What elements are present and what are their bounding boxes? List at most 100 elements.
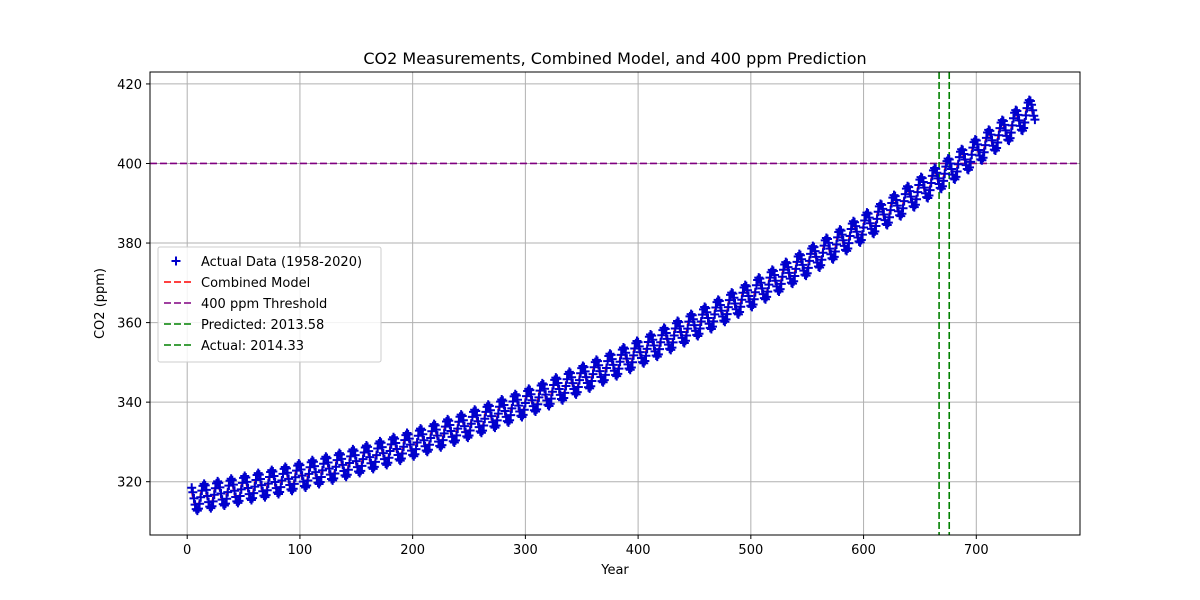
data-point-marker bbox=[696, 317, 706, 327]
data-point-marker bbox=[751, 280, 761, 290]
data-point-marker bbox=[234, 496, 244, 506]
data-point-marker bbox=[507, 403, 517, 413]
data-point-marker bbox=[227, 475, 237, 485]
data-point-marker bbox=[305, 462, 315, 472]
data-point-marker bbox=[1028, 105, 1038, 115]
data-point-marker bbox=[479, 420, 489, 430]
data-point-marker bbox=[687, 310, 697, 320]
data-point-marker bbox=[473, 416, 483, 426]
data-point-marker bbox=[260, 492, 270, 502]
data-point-marker bbox=[250, 482, 260, 492]
data-point-marker bbox=[215, 482, 225, 492]
data-point-marker bbox=[898, 203, 908, 213]
x-axis-label: Year bbox=[600, 563, 629, 578]
data-point-marker bbox=[979, 147, 989, 157]
data-point-marker bbox=[331, 462, 341, 472]
data-point-marker bbox=[278, 469, 288, 479]
data-point-marker bbox=[994, 130, 1004, 140]
data-point-marker bbox=[222, 494, 232, 504]
data-point-marker bbox=[775, 284, 785, 294]
data-point-marker bbox=[655, 344, 665, 354]
data-point-marker bbox=[765, 273, 775, 283]
data-point-marker bbox=[838, 235, 848, 245]
data-point-marker bbox=[702, 307, 712, 317]
data-point-marker bbox=[487, 411, 497, 421]
data-point-marker bbox=[993, 137, 1003, 147]
data-point-marker bbox=[308, 457, 318, 467]
data-point-marker bbox=[281, 463, 291, 473]
data-point-marker bbox=[446, 426, 456, 436]
data-point-marker bbox=[897, 209, 907, 219]
data-point-marker bbox=[600, 370, 610, 380]
data-point-marker bbox=[767, 265, 777, 275]
data-point-marker bbox=[330, 468, 340, 478]
data-point-marker bbox=[776, 279, 786, 289]
data-point-marker bbox=[511, 391, 521, 401]
data-point-marker bbox=[660, 324, 670, 334]
data-point-marker bbox=[554, 384, 564, 394]
chart-title: CO2 Measurements, Combined Model, and 40… bbox=[363, 49, 866, 68]
data-point-marker bbox=[621, 348, 631, 358]
data-point-marker bbox=[201, 485, 211, 495]
data-point-marker bbox=[709, 316, 719, 326]
data-point-marker bbox=[829, 252, 839, 262]
data-point-marker bbox=[541, 390, 551, 400]
data-point-marker bbox=[594, 360, 604, 370]
data-point-marker bbox=[1030, 115, 1040, 125]
data-point-marker bbox=[348, 444, 358, 454]
x-tick-label: 300 bbox=[513, 543, 538, 558]
data-point-marker bbox=[216, 488, 226, 498]
data-point-marker bbox=[280, 462, 290, 472]
data-point-marker bbox=[886, 205, 896, 215]
data-point-marker bbox=[856, 235, 866, 245]
data-point-marker bbox=[635, 347, 645, 357]
data-point-marker bbox=[878, 204, 888, 214]
data-point-marker bbox=[756, 278, 766, 288]
data-point-marker bbox=[579, 362, 589, 372]
data-point-marker bbox=[782, 258, 792, 268]
data-point-marker bbox=[723, 302, 733, 312]
data-point-marker bbox=[267, 465, 277, 475]
data-point-marker bbox=[443, 414, 453, 424]
data-point-marker bbox=[919, 183, 929, 193]
data-point-marker bbox=[206, 503, 216, 513]
data-point-marker bbox=[661, 328, 671, 338]
data-point-marker bbox=[287, 486, 297, 496]
data-point-marker bbox=[228, 480, 238, 490]
data-point-marker bbox=[221, 499, 231, 509]
data-point-marker bbox=[370, 457, 380, 467]
data-point-marker bbox=[1006, 128, 1016, 138]
y-tick-label: 340 bbox=[117, 396, 142, 411]
data-point-marker bbox=[311, 467, 321, 477]
data-point-marker bbox=[748, 300, 758, 310]
data-point-marker bbox=[262, 485, 272, 495]
data-point-marker bbox=[777, 272, 787, 282]
data-point-marker bbox=[472, 410, 482, 420]
data-point-marker bbox=[630, 343, 640, 353]
data-point-marker bbox=[845, 231, 855, 241]
data-point-marker bbox=[213, 476, 223, 486]
data-point-marker bbox=[418, 429, 428, 439]
data-point-marker bbox=[471, 406, 481, 416]
data-point-marker bbox=[493, 409, 503, 419]
data-point-marker bbox=[618, 342, 628, 352]
data-point-marker bbox=[540, 384, 550, 394]
data-point-marker bbox=[701, 303, 711, 313]
data-point-marker bbox=[322, 453, 332, 463]
data-point-marker bbox=[891, 195, 901, 205]
data-point-marker bbox=[779, 265, 789, 275]
data-point-marker bbox=[1027, 100, 1037, 110]
data-point-marker bbox=[270, 477, 280, 487]
data-point-marker bbox=[819, 241, 829, 251]
data-point-marker bbox=[967, 150, 977, 160]
data-point-marker bbox=[396, 454, 406, 464]
data-point-marker bbox=[426, 433, 436, 443]
data-point-marker bbox=[284, 474, 294, 484]
data-point-marker bbox=[546, 394, 556, 404]
data-point-marker bbox=[810, 246, 820, 256]
data-point-marker bbox=[620, 344, 630, 354]
data-point-marker bbox=[694, 329, 704, 339]
data-point-marker bbox=[717, 306, 727, 316]
data-point-marker bbox=[905, 186, 915, 196]
data-point-marker bbox=[802, 268, 812, 278]
